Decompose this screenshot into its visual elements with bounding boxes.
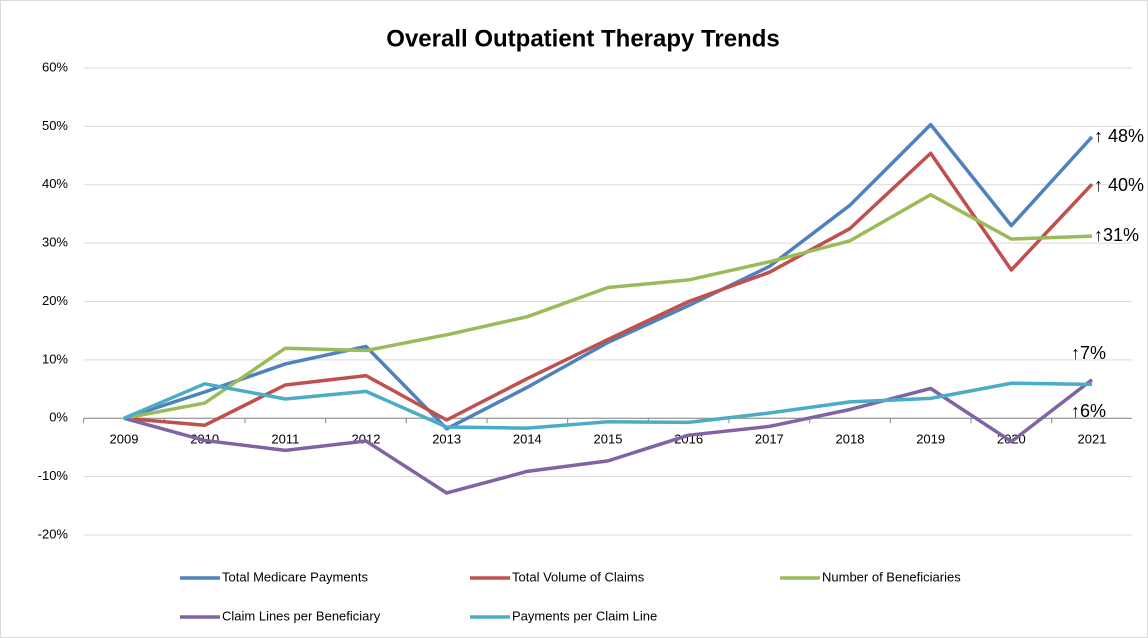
annotation: ↑31% [1094, 225, 1139, 245]
x-tick-label: 2021 [1078, 432, 1107, 447]
y-tick-label: 20% [42, 293, 68, 308]
y-tick-label: 40% [42, 176, 68, 191]
x-tick-label: 2013 [432, 432, 461, 447]
series-line [123, 192, 1093, 420]
y-tick-label: 0% [49, 410, 68, 425]
series-line [123, 122, 1094, 431]
legend-label: Total Medicare Payments [222, 569, 368, 584]
series-line [123, 381, 1093, 430]
series-line [123, 378, 1094, 495]
annotation: ↑7% [1071, 343, 1106, 363]
legend-label: Total Volume of Claims [512, 569, 645, 584]
x-tick-label: 2018 [836, 432, 865, 447]
x-tick-label: 2017 [755, 432, 784, 447]
x-tick-label: 2014 [513, 432, 542, 447]
x-tick-label: 2009 [110, 432, 139, 447]
legend-label: Claim Lines per Beneficiary [222, 608, 381, 623]
x-tick-label: 2011 [271, 432, 299, 447]
y-tick-label: -10% [38, 468, 69, 483]
x-tick-label: 2012 [352, 432, 381, 447]
legend-label: Number of Beneficiaries [822, 569, 961, 584]
y-tick-label: 60% [42, 59, 68, 74]
y-tick-label: 30% [42, 235, 68, 250]
series-line [123, 151, 1094, 428]
annotation: ↑ 40% [1094, 175, 1144, 195]
y-tick-label: 10% [42, 351, 68, 366]
y-tick-label: 50% [42, 118, 68, 133]
y-tick-label: -20% [38, 526, 69, 541]
chart-title: Overall Outpatient Therapy Trends [386, 25, 779, 52]
legend-label: Payments per Claim Line [512, 608, 657, 623]
x-tick-label: 2015 [594, 432, 623, 447]
annotation: ↑ 48% [1094, 126, 1144, 146]
annotation: ↑6% [1071, 401, 1106, 421]
x-tick-label: 2019 [916, 432, 945, 447]
